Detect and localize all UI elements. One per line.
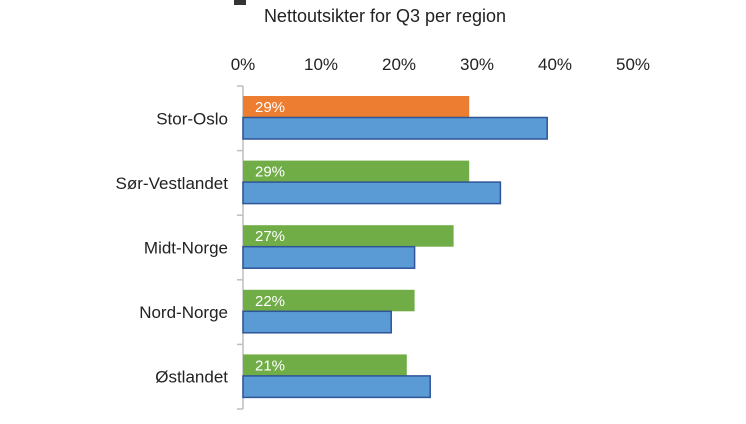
bar-q3 [243, 225, 454, 247]
bar-q3 [243, 96, 470, 118]
bar-previous [242, 375, 431, 399]
x-axis-ticks: 0% 10% 20% 30% 40% 50% [231, 55, 650, 74]
category-label: Stor-Oslo [156, 109, 228, 128]
x-tick-label: 10% [304, 55, 338, 74]
bar-data-label: 22% [255, 293, 285, 310]
x-tick-label: 30% [460, 55, 494, 74]
bar-previous [242, 116, 548, 140]
x-tick-label: 0% [231, 55, 256, 74]
bar-data-label: 21% [255, 357, 285, 374]
x-tick-label: 50% [616, 55, 650, 74]
bar-data-label: 27% [255, 228, 285, 245]
bar-previous [242, 181, 502, 205]
y-axis [237, 85, 244, 410]
bar-data-label: 29% [255, 99, 285, 116]
bar-previous [242, 245, 416, 269]
x-tick-label: 40% [538, 55, 572, 74]
category-labels: Stor-Oslo Sør-Vestlandet Midt-Norge Nord-No… [116, 109, 229, 386]
cropped-title-fragment [234, 0, 246, 5]
bar-q3 [243, 160, 470, 183]
category-label: Østlandet [155, 368, 228, 387]
chart-subtitle: Nettoutsikter for Q3 per region [264, 6, 506, 26]
bars: 29% 29% 27% 22% 21% [242, 96, 548, 399]
category-label: Nord-Norge [139, 303, 228, 322]
x-tick-label: 20% [382, 55, 416, 74]
bar-q3 [243, 289, 415, 312]
bar-q3 [243, 354, 407, 376]
category-label: Midt-Norge [144, 239, 228, 258]
bar-data-label: 29% [255, 164, 285, 181]
bar-previous [242, 310, 392, 334]
category-label: Sør-Vestlandet [116, 174, 229, 193]
